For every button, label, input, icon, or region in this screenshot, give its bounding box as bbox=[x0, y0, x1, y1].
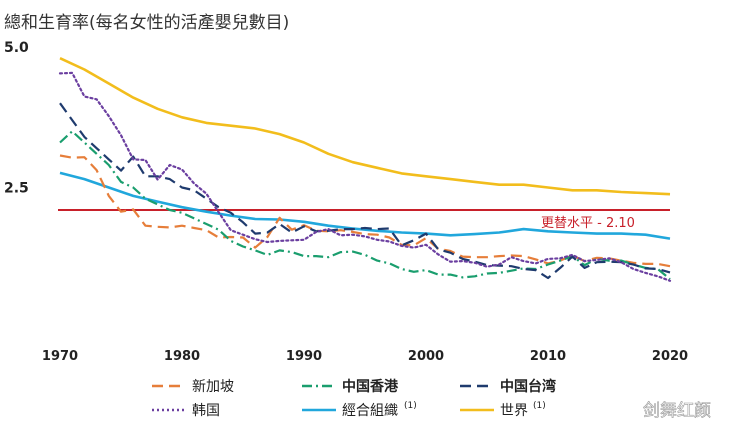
x-axis-ticks: 1970 1980 1990 2000 2010 2020 bbox=[42, 349, 688, 364]
chart-title: 總和生育率(每名女性的活產嬰兒數目) bbox=[4, 13, 289, 33]
x-tick-label: 1990 bbox=[286, 349, 322, 364]
watermark-text: 剑舞红颜 bbox=[643, 401, 711, 421]
legend-label: 韩国 bbox=[192, 403, 220, 419]
watermark: 剑舞红颜 bbox=[643, 401, 712, 422]
legend-footnote-mark: (1) bbox=[533, 401, 546, 411]
replacement-level: 更替水平 - 2.10 bbox=[58, 208, 670, 231]
y-tick-label: 5.0 bbox=[4, 40, 29, 56]
legend-label: 新加坡 bbox=[192, 379, 234, 395]
legend-item: 經合組織 (1) bbox=[302, 401, 417, 419]
legend-footnote-mark: (1) bbox=[404, 401, 417, 411]
legend-item: 世界 (1) bbox=[460, 401, 546, 419]
y-axis-ticks: 5.0 2.5 bbox=[4, 40, 29, 197]
y-tick-label: 2.5 bbox=[4, 181, 29, 197]
x-tick-label: 1970 bbox=[42, 349, 78, 364]
replacement-level-label: 更替水平 - 2.10 bbox=[541, 216, 635, 231]
x-tick-label: 2020 bbox=[652, 349, 688, 364]
series-lines bbox=[58, 57, 672, 282]
series-line-3 bbox=[58, 71, 672, 282]
legend-label: 經合組織 bbox=[342, 403, 398, 419]
series-line-5 bbox=[59, 57, 671, 196]
series-line-2 bbox=[59, 102, 671, 280]
legend-label: 世界 bbox=[500, 403, 528, 419]
legend-label: 中国香港 bbox=[342, 378, 399, 395]
legend-item: 新加坡 bbox=[152, 379, 234, 395]
series-line-1 bbox=[59, 130, 671, 280]
x-tick-label: 2010 bbox=[530, 349, 566, 364]
legend-item: 中国台湾 bbox=[460, 378, 556, 395]
x-tick-label: 2000 bbox=[408, 349, 444, 364]
legend-item: 韩国 bbox=[152, 403, 220, 419]
legend-label: 中国台湾 bbox=[500, 378, 556, 395]
x-tick-label: 1980 bbox=[164, 349, 200, 364]
series-line-4 bbox=[59, 171, 671, 240]
legend-item: 中国香港 bbox=[302, 378, 399, 395]
